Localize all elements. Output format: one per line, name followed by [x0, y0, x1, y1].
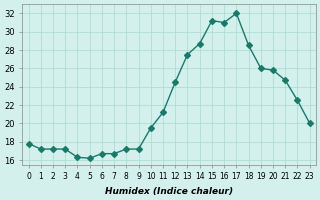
X-axis label: Humidex (Indice chaleur): Humidex (Indice chaleur) [105, 187, 233, 196]
